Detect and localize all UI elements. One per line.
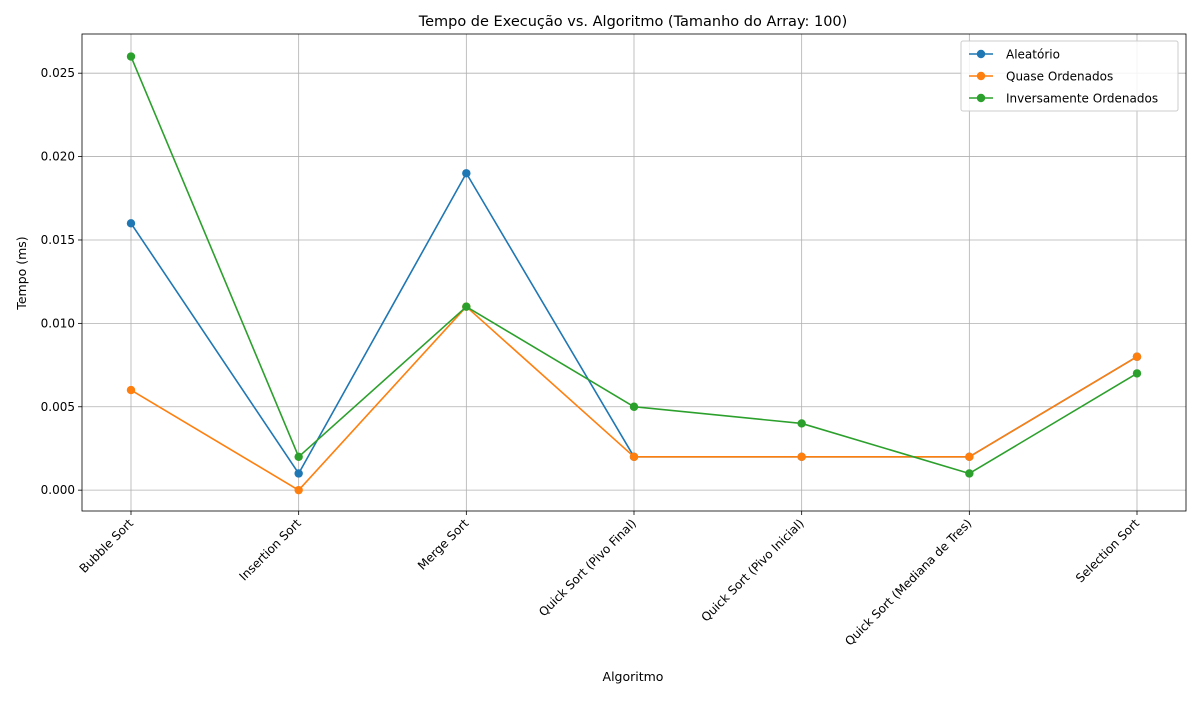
y-tick-label: 0.015	[41, 233, 75, 247]
x-tick-label: Bubble Sort	[77, 516, 137, 576]
y-tick-label: 0.000	[41, 483, 75, 497]
y-tick-label: 0.020	[41, 150, 75, 164]
axes: Bubble Sort Insertion Sort Merge Sort Quick…	[41, 33, 1187, 648]
series-1-point	[462, 169, 471, 178]
series-3-point	[294, 452, 303, 461]
series-3-point	[1132, 369, 1142, 378]
legend-box	[960, 40, 1179, 112]
x-tick-label: Selection Sort	[1073, 516, 1142, 585]
legend-label-2: Quase Ordenados	[1006, 70, 1113, 84]
series-lines	[126, 52, 1142, 495]
series-3-point	[797, 419, 806, 428]
x-axis-label: Algoritmo	[603, 669, 664, 684]
legend: Aleatório Quase Ordenados Inversamente Ord…	[960, 40, 1179, 112]
series-3-point	[462, 302, 471, 311]
x-tick-label: Quick Sort (Pivo Final)	[536, 516, 639, 619]
series-2-point	[1132, 352, 1142, 361]
legend-marker-2	[976, 71, 986, 81]
series-2-point	[797, 452, 806, 461]
series-2-point	[294, 485, 303, 495]
series-1-point	[126, 219, 136, 228]
legend-marker-1	[976, 49, 986, 59]
y-tick-label: 0.010	[41, 316, 75, 330]
legend-label-1: Aleatório	[1006, 48, 1060, 62]
x-tick-label: Merge Sort	[415, 516, 472, 573]
series-3-point	[629, 402, 639, 411]
series-3-point	[126, 52, 136, 61]
series-2-point	[965, 452, 974, 461]
y-tick-label: 0.025	[41, 66, 75, 80]
series-3-point	[965, 469, 974, 478]
plot-frame	[81, 33, 1187, 512]
y-axis-label: Tempo (ms)	[14, 236, 29, 310]
x-tick-label: Quick Sort (Pivo Inicial)	[698, 516, 806, 624]
legend-label-3: Inversamente Ordenados	[1006, 92, 1158, 106]
legend-marker-3	[976, 93, 986, 103]
series-1-point	[294, 469, 303, 478]
x-tick-label: Quick Sort (Mediana de Tres)	[842, 516, 974, 648]
y-tick-label: 0.005	[41, 400, 75, 414]
chart-title: Tempo de Execução vs. Algoritmo (Tamanho…	[418, 14, 848, 30]
series-2-point	[629, 452, 639, 461]
series-2-point	[126, 385, 136, 395]
x-tick-label: Insertion Sort	[237, 516, 304, 583]
